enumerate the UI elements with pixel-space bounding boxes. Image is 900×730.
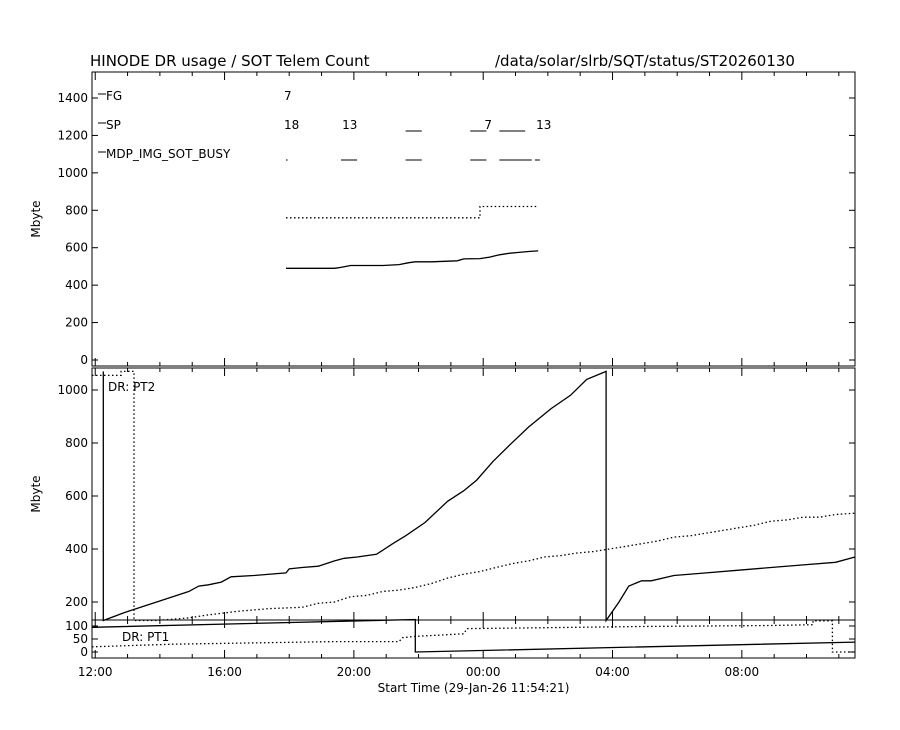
status-row-label: MDP_IMG_SOT_BUSY bbox=[106, 147, 231, 161]
status-value: 7 bbox=[284, 89, 292, 103]
y-tick-label: 50 bbox=[73, 632, 88, 646]
status-value: 13 bbox=[536, 118, 551, 132]
panel-middle-frame bbox=[91, 367, 856, 621]
chart-title: HINODE DR usage / SOT Telem Count bbox=[90, 52, 370, 70]
file-path: /data/solar/slrb/SQT/status/ST20260130 bbox=[495, 52, 795, 70]
y-tick-label: 400 bbox=[65, 278, 88, 292]
dr-label: DR: PT2 bbox=[108, 380, 155, 394]
series-top-dotted bbox=[286, 205, 539, 219]
y-tick-label: 800 bbox=[65, 203, 88, 217]
y-tick-label: 1000 bbox=[57, 383, 88, 397]
x-tick-label: 20:00 bbox=[337, 665, 372, 679]
y-tick-label: 600 bbox=[65, 489, 88, 503]
series-middle-solid bbox=[102, 370, 856, 623]
x-tick-label: 00:00 bbox=[466, 665, 501, 679]
series-top-solid bbox=[286, 250, 539, 269]
y-tick-label: 100 bbox=[65, 619, 88, 633]
y-tick-label: 0 bbox=[80, 645, 88, 659]
y-tick-label: 800 bbox=[65, 436, 88, 450]
x-tick-label: 08:00 bbox=[725, 665, 760, 679]
series-bottom-solid bbox=[91, 618, 856, 653]
status-row-label: FG bbox=[106, 89, 122, 103]
y-tick-label: 200 bbox=[65, 595, 88, 609]
status-value: 13 bbox=[342, 118, 357, 132]
status-value: 7 bbox=[484, 118, 492, 132]
panel-top-frame bbox=[91, 71, 856, 367]
y-tick-label: 200 bbox=[65, 316, 88, 330]
y-tick-label: 0 bbox=[80, 353, 88, 367]
status-value: 18 bbox=[284, 118, 299, 132]
y-tick-label: 400 bbox=[65, 542, 88, 556]
y-tick-label: 1200 bbox=[57, 128, 88, 142]
dr-label: DR: PT1 bbox=[122, 630, 169, 644]
series-middle-dotted bbox=[92, 370, 856, 622]
y-tick-label: 600 bbox=[65, 241, 88, 255]
y-axis-label: Mbyte bbox=[29, 200, 43, 237]
y-axis-label: Mbyte bbox=[29, 475, 43, 512]
x-tick-label: 12:00 bbox=[78, 665, 113, 679]
status-row-label: SP bbox=[106, 118, 121, 132]
x-tick-label: 04:00 bbox=[595, 665, 630, 679]
series-bottom-dotted bbox=[91, 620, 855, 653]
y-tick-label: 1400 bbox=[57, 91, 88, 105]
x-tick-label: 16:00 bbox=[207, 665, 242, 679]
x-axis-label: Start Time (29-Jan-26 11:54:21) bbox=[378, 681, 570, 695]
y-tick-label: 1000 bbox=[57, 166, 88, 180]
